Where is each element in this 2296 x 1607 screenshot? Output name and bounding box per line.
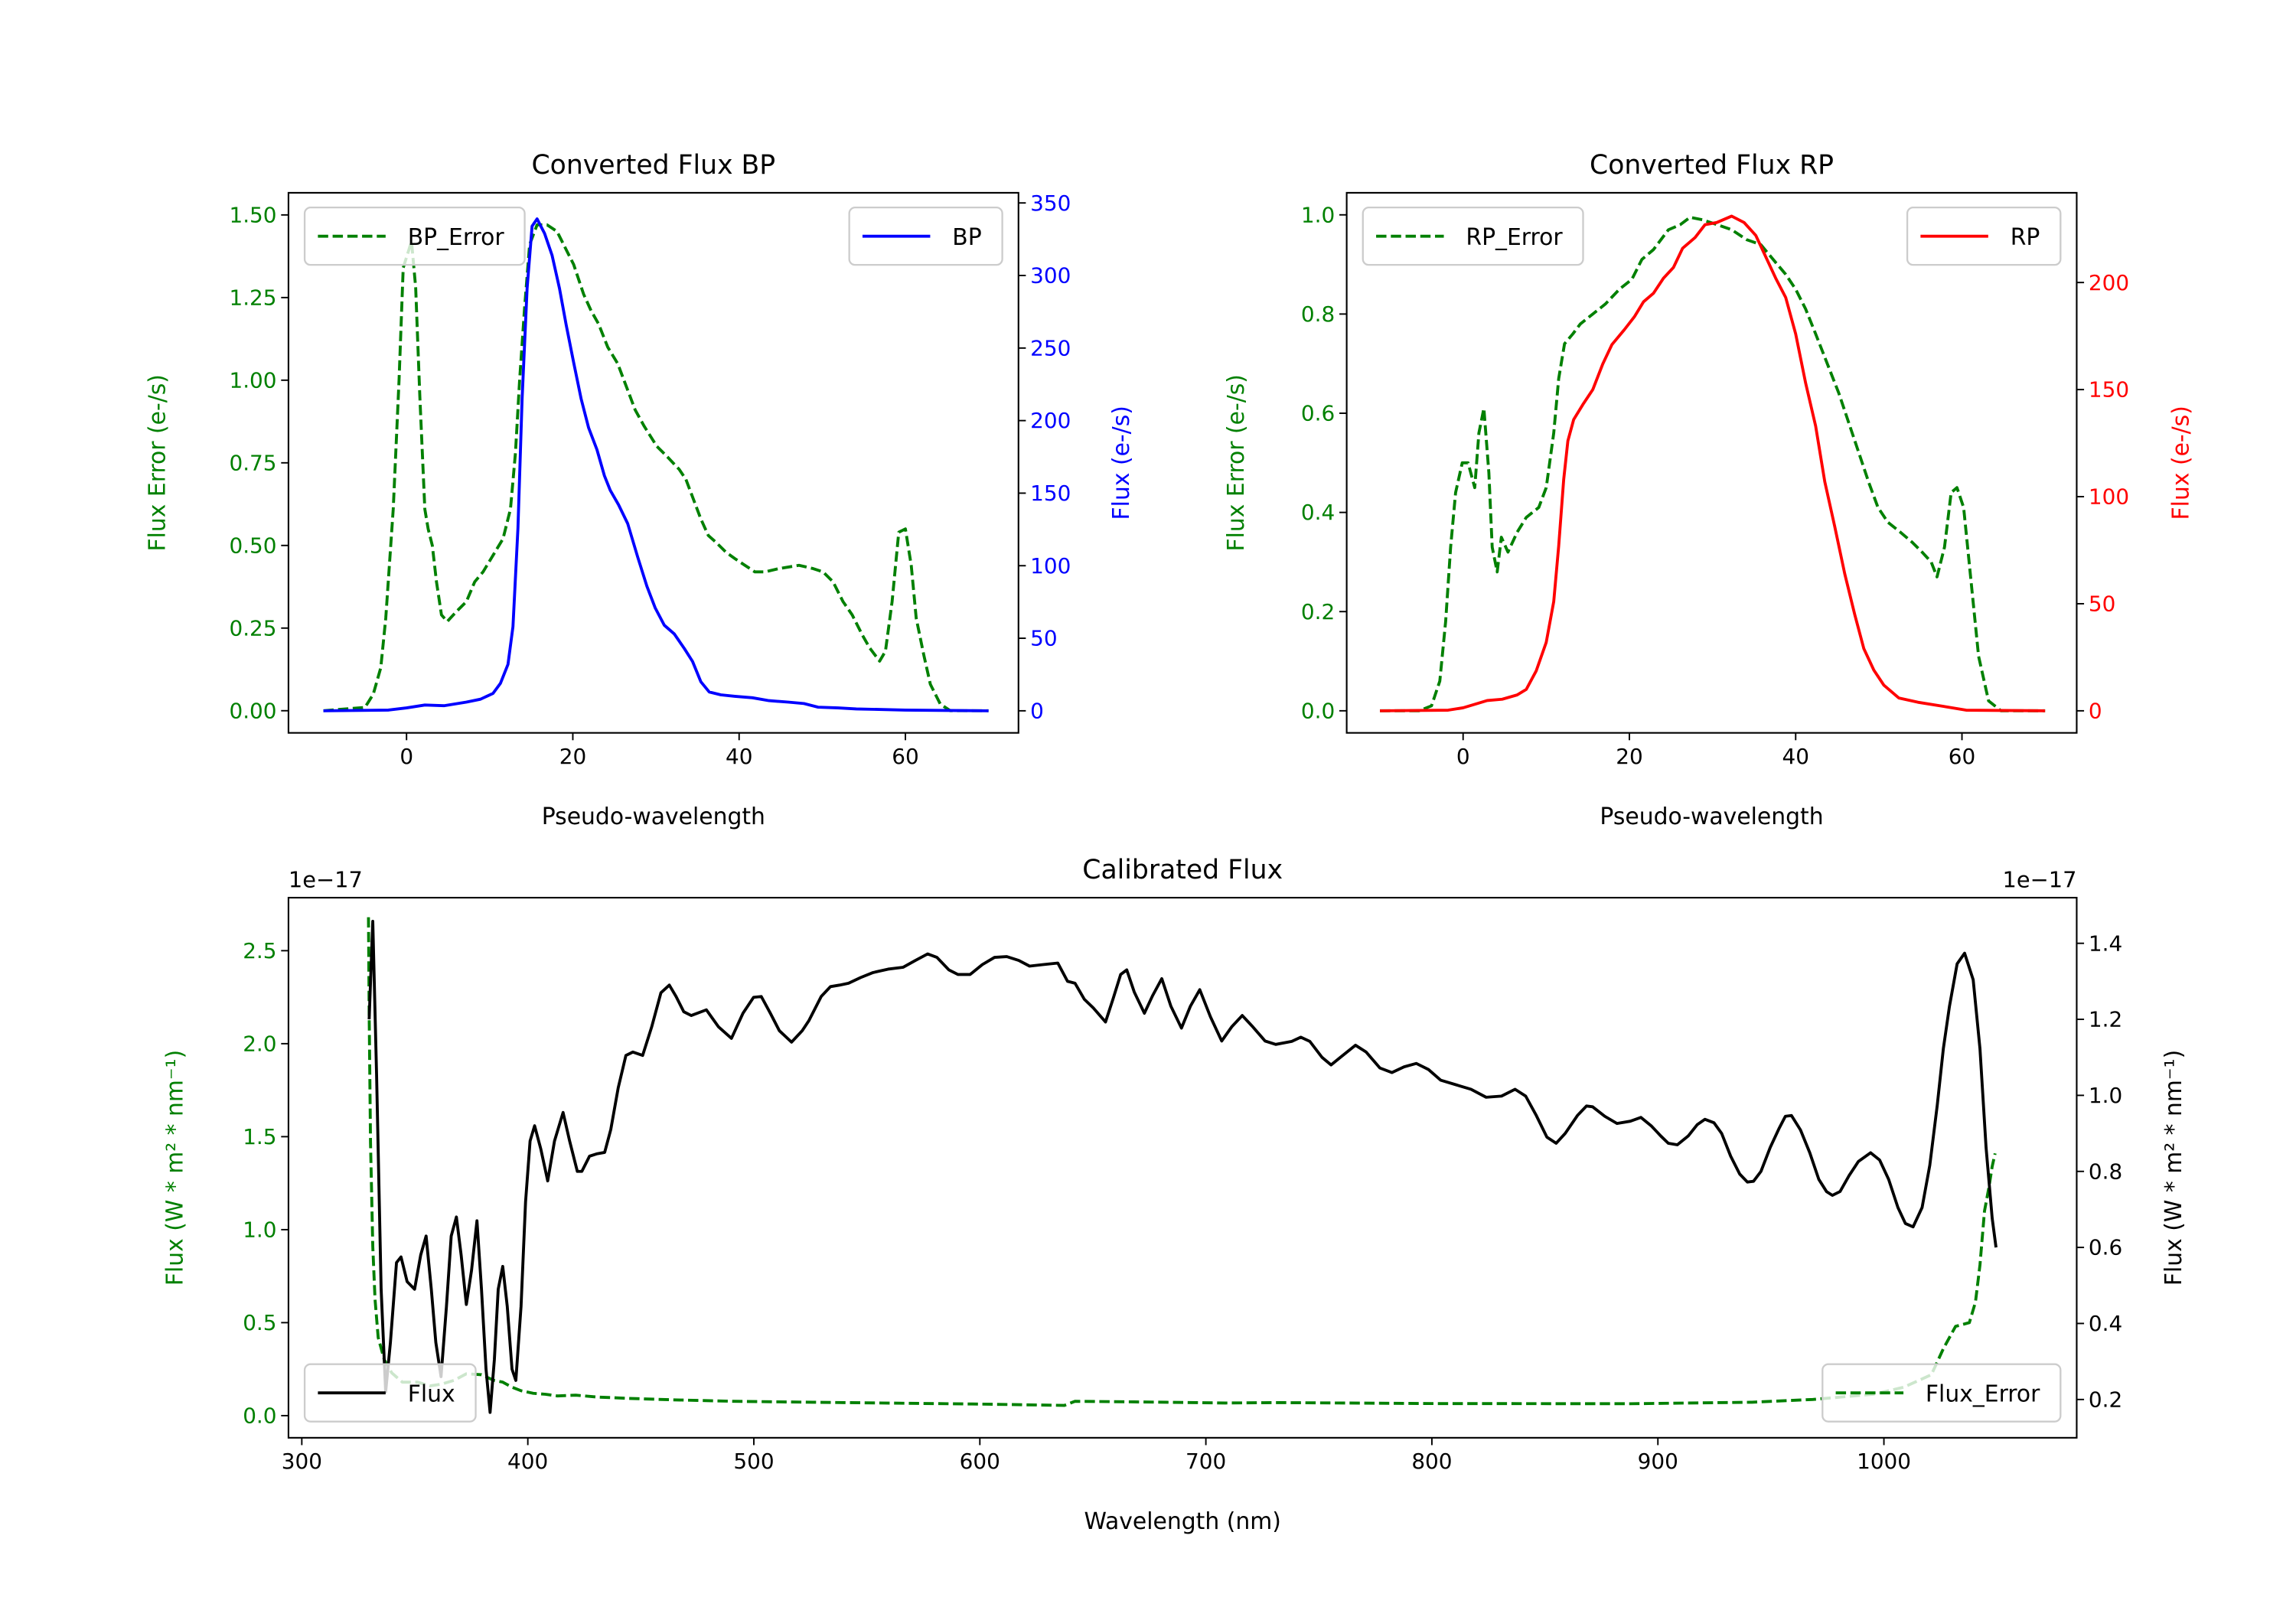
right-y-tick-label: 350: [1030, 191, 1071, 216]
legend-label: RP: [2011, 224, 2040, 251]
x-tick-label: 500: [733, 1449, 774, 1474]
x-tick-label: 40: [726, 744, 752, 769]
right-y-tick-label: 300: [1030, 263, 1071, 288]
left-y-tick-label: 0.2: [1301, 599, 1335, 624]
right-y-tick-label: 50: [1030, 626, 1057, 651]
right-y-tick-label: 100: [1030, 553, 1071, 579]
left-y-tick-label: 2.5: [243, 938, 276, 963]
right-y-axis-label: Flux (e-/s): [2168, 406, 2195, 520]
x-tick-label: 1000: [1857, 1449, 1911, 1474]
left-y-tick-label: 0.6: [1301, 401, 1335, 426]
legend-flux: Flux: [303, 1363, 477, 1423]
right-offset-text: 1e−17: [2003, 867, 2077, 893]
series-line-bp: [323, 217, 989, 712]
left-y-tick-label: 0.50: [229, 533, 276, 558]
left-y-axis-label: Flux Error (e-/s): [1223, 374, 1250, 551]
series-group: [1380, 214, 2046, 712]
right-y-tick-label: 50: [2089, 592, 2115, 617]
x-tick-label: 300: [282, 1449, 322, 1474]
left-y-tick-label: 1.50: [229, 202, 276, 227]
right-y-tick-label: 0: [2089, 698, 2102, 723]
x-tick-label: 60: [1949, 744, 1975, 769]
x-tick-label: 0: [400, 744, 413, 769]
right-y-tick-label: 200: [2089, 270, 2129, 295]
x-tick-label: 400: [507, 1449, 548, 1474]
x-tick-label: 700: [1186, 1449, 1226, 1474]
legend-box: [1821, 1363, 2062, 1423]
right-y-tick-label: 150: [1030, 481, 1071, 506]
left-y-tick-label: 1.0: [1301, 202, 1335, 227]
left-y-axis-label: Flux Error (e-/s): [144, 374, 171, 551]
legend-bp-error: BP_Error: [303, 207, 526, 266]
panel-calibrated: 300 400 500 600 700 800 900 1000 0.0 0.5 1.0 1.5 2.0…: [161, 855, 2187, 1535]
left-y-tick-label: 0.4: [1301, 500, 1335, 525]
axes-frame: [1345, 191, 2078, 734]
right-y-axis-label: Flux (e-/s): [1108, 406, 1135, 520]
left-y-tick-label: 0.5: [243, 1310, 276, 1335]
x-tick-label: 900: [1638, 1449, 1678, 1474]
left-y-tick-label: 0.0: [243, 1403, 276, 1429]
right-y-tick-label: 1.2: [2089, 1007, 2122, 1032]
right-y-axis-label: Flux (W * m² * nm⁻¹): [2161, 1050, 2187, 1286]
x-axis-label: Pseudo-wavelength: [1600, 804, 1823, 830]
chart-title: Converted Flux RP: [1590, 150, 1834, 181]
right-y-tick-label: 0.8: [2089, 1159, 2122, 1184]
left-y-axis-label: Flux (W * m² * nm⁻¹): [161, 1050, 188, 1286]
legend-label: Flux: [408, 1381, 455, 1408]
right-y-tick-label: 250: [1030, 335, 1071, 360]
x-tick-label: 600: [960, 1449, 1000, 1474]
series-line-bp-error: [323, 223, 989, 712]
left-y-tick-label: 0.25: [229, 615, 276, 641]
legend-box: [303, 207, 526, 266]
right-y-tick-label: 0: [1030, 698, 1044, 723]
right-y-tick-label: 0.4: [2089, 1311, 2122, 1336]
panel-rp: 0 20 40 60 0.0 0.2 0.4 0.6 0.8 1.0 0 50 100 150 200 Con…: [1223, 150, 2195, 830]
panel-bp: 0 20 40 60 0.00 0.25 0.50 0.75 1.00 1.25 1.50 0 50 10…: [144, 150, 1135, 830]
axes-frame: [287, 897, 2078, 1439]
right-y-tick-label: 100: [2089, 484, 2129, 510]
legend-label: BP_Error: [408, 224, 505, 251]
x-tick-label: 20: [1616, 744, 1642, 769]
right-y-tick-label: 1.0: [2089, 1083, 2122, 1108]
legend-bp: BP: [848, 207, 1003, 266]
right-y-tick-label: 150: [2089, 377, 2129, 403]
legend-box: [1362, 207, 1584, 266]
left-offset-text: 1e−17: [289, 867, 363, 893]
chart-title: Calibrated Flux: [1082, 855, 1283, 885]
legend-rp-error: RP_Error: [1362, 207, 1584, 266]
series-group: [323, 217, 989, 712]
left-y-tick-label: 0.0: [1301, 698, 1335, 723]
x-tick-label: 40: [1782, 744, 1809, 769]
x-tick-label: 20: [559, 744, 586, 769]
right-y-tick-label: 200: [1030, 408, 1071, 433]
chart-title: Converted Flux BP: [532, 150, 776, 181]
legend-label: Flux_Error: [1926, 1381, 2040, 1408]
x-axis-label: Wavelength (nm): [1084, 1508, 1280, 1535]
left-y-tick-label: 0.8: [1301, 302, 1335, 327]
legend-label: RP_Error: [1466, 224, 1563, 251]
left-y-tick-label: 1.25: [229, 285, 276, 310]
x-axis-label: Pseudo-wavelength: [542, 804, 765, 830]
left-y-tick-label: 0.00: [229, 698, 276, 723]
left-y-tick-label: 1.5: [243, 1124, 276, 1149]
left-y-tick-label: 1.00: [229, 367, 276, 393]
legend-rp: RP: [1906, 207, 2062, 266]
x-tick-label: 0: [1456, 744, 1470, 769]
left-y-tick-label: 1.0: [243, 1217, 276, 1243]
x-tick-label: 60: [892, 744, 918, 769]
x-tick-label: 800: [1411, 1449, 1452, 1474]
legend-box: [303, 1363, 477, 1423]
left-y-tick-label: 2.0: [243, 1031, 276, 1056]
left-y-tick-label: 0.75: [229, 450, 276, 475]
right-y-tick-label: 0.2: [2089, 1387, 2122, 1412]
right-y-tick-label: 1.4: [2089, 931, 2122, 956]
series-line-rp: [1380, 214, 2046, 712]
series-line-rp-error: [1380, 216, 2046, 712]
right-y-tick-label: 0.6: [2089, 1235, 2122, 1260]
legend-label: BP: [952, 224, 981, 251]
series-line-flux: [367, 919, 1998, 1414]
legend-flux-error: Flux_Error: [1821, 1363, 2062, 1423]
